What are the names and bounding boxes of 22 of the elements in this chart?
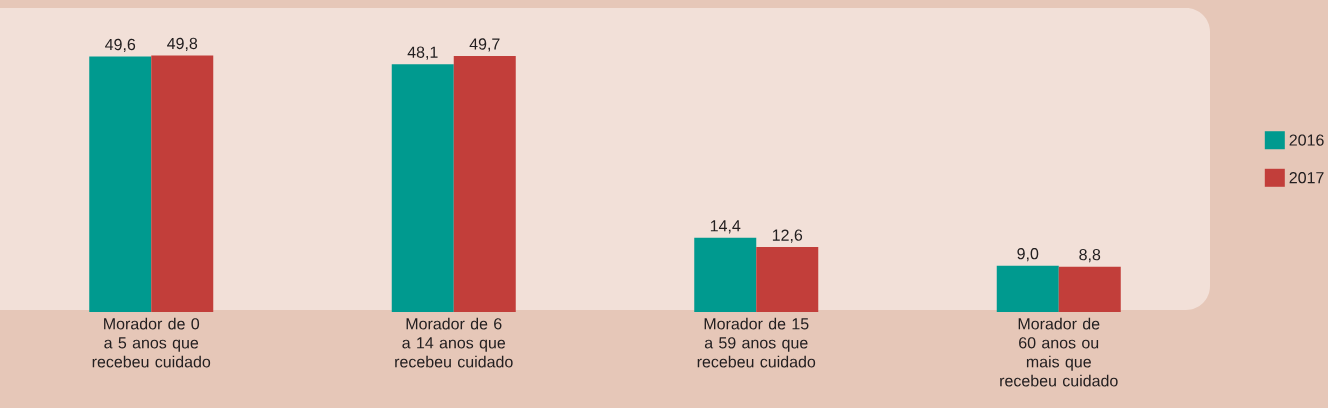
bar (453, 55, 516, 312)
bar (151, 55, 214, 312)
x-tick-label: Morador de 0 a 5 anos que recebeu cuidado (92, 317, 211, 368)
legend-label: 2017 (1289, 172, 1324, 184)
bar (391, 64, 454, 312)
data-label: 12,6 (772, 229, 803, 243)
data-label: 49,6 (105, 38, 136, 53)
data-label: 49,8 (167, 37, 198, 52)
data-label: 8,8 (1079, 249, 1101, 263)
data-label: 9,0 (1017, 248, 1039, 262)
data-label: 49,7 (469, 38, 500, 52)
data-label: 14,4 (710, 220, 741, 234)
bar (756, 247, 819, 312)
bar (996, 265, 1059, 312)
data-label: 48,1 (407, 46, 438, 60)
x-tick-label: Morador de 6 a 14 anos que recebeu cuidado (395, 317, 513, 368)
bar (1058, 266, 1121, 312)
bar (89, 56, 152, 312)
x-tick-label: Morador de 60 anos ou mais que recebeu cuidado (1000, 317, 1118, 387)
bar (694, 237, 757, 312)
x-tick-label: Morador de 15 a 59 anos que recebeu cuidado (697, 317, 816, 368)
legend-label: 2016 (1289, 134, 1324, 146)
